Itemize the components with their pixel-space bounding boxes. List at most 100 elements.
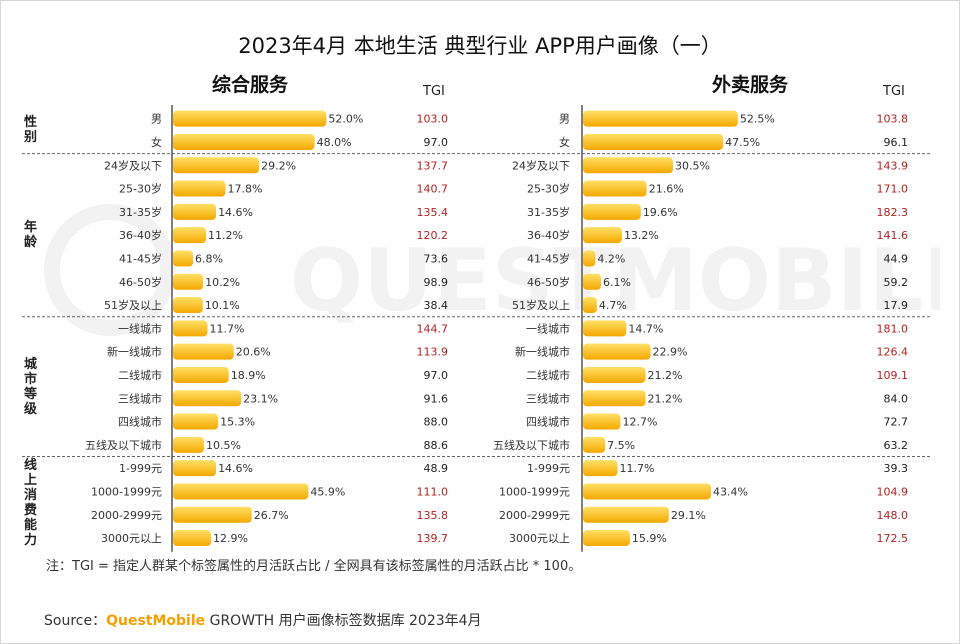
tgi-value: 143.9 — [877, 159, 909, 172]
bar-value-label: 20.6% — [236, 346, 271, 359]
bar — [583, 343, 651, 360]
tgi-header-left: TGI — [423, 84, 445, 99]
bar-value-label: 52.0% — [328, 113, 363, 126]
bar — [583, 436, 606, 453]
tgi-value: 172.5 — [877, 532, 909, 545]
category-label: 51岁及以上 — [104, 298, 162, 312]
bar-value-label: 47.5% — [725, 136, 760, 149]
category-label: 男 — [559, 113, 570, 126]
category-label: 25-30岁 — [527, 182, 570, 196]
bar — [173, 250, 194, 267]
category-label: 1-999元 — [527, 462, 570, 475]
tgi-value: 140.7 — [417, 183, 449, 196]
category-label: 女 — [559, 135, 570, 149]
tgi-value: 97.0 — [424, 136, 449, 149]
tgi-value: 182.3 — [877, 206, 909, 219]
category-label: 五线及以下城市 — [493, 438, 570, 452]
bar — [583, 273, 601, 290]
bar — [583, 250, 596, 267]
tgi-value: 72.7 — [884, 416, 909, 429]
tgi-value: 120.2 — [417, 229, 449, 242]
bar — [583, 483, 712, 500]
bar-value-label: 48.0% — [317, 136, 352, 149]
bar — [583, 366, 646, 383]
bar-chart: 男 52.0% 103.0 女 48.0% 97.0 24岁及以下 29.2% 137.7 25-… — [22, 105, 930, 552]
category-label: 1-999元 — [119, 462, 162, 475]
source-line: Source：QuestMobile GROWTH 用户画像标签数据库 2023… — [44, 610, 482, 630]
category-label: 男 — [151, 113, 162, 126]
group-label: 线上消费能力 — [24, 458, 38, 549]
bar — [583, 320, 627, 337]
bar-value-label: 21.6% — [649, 183, 684, 196]
tgi-value: 113.9 — [417, 346, 449, 359]
bar-value-label: 26.7% — [254, 509, 289, 522]
category-label: 3000元以上 — [509, 532, 570, 545]
tgi-value: 38.4 — [424, 299, 449, 312]
tgi-value: 44.9 — [884, 252, 909, 265]
bar-value-label: 29.2% — [261, 159, 296, 172]
category-label: 41-45岁 — [527, 251, 570, 265]
bar-value-label: 10.1% — [205, 299, 240, 312]
bar-value-label: 14.7% — [628, 322, 663, 335]
category-label: 一线城市 — [526, 321, 570, 335]
bar-value-label: 6.1% — [603, 276, 631, 289]
category-label: 25-30岁 — [119, 182, 162, 196]
bar — [173, 110, 327, 127]
bar — [173, 530, 212, 547]
category-label: 31-35岁 — [527, 205, 570, 219]
category-label: 2000-2999元 — [91, 509, 162, 522]
bar-value-label: 15.3% — [220, 416, 255, 429]
category-label: 46-50岁 — [119, 275, 162, 289]
tgi-value: 103.0 — [417, 113, 449, 126]
tgi-value: 63.2 — [884, 439, 909, 452]
tgi-header-right: TGI — [883, 84, 905, 99]
bar — [173, 343, 234, 360]
bar-value-label: 6.8% — [195, 252, 223, 265]
bar — [173, 460, 217, 477]
category-label: 二线城市 — [118, 368, 162, 382]
bar — [583, 133, 724, 150]
category-label: 1000-1999元 — [499, 485, 570, 498]
bar — [583, 413, 621, 430]
category-label: 2000-2999元 — [499, 509, 570, 522]
category-label: 1000-1999元 — [91, 485, 162, 498]
bar-value-label: 17.8% — [228, 183, 263, 196]
bar — [583, 506, 669, 523]
bar — [173, 297, 203, 314]
tgi-value: 135.8 — [417, 509, 449, 522]
bar-value-label: 22.9% — [653, 346, 688, 359]
bar-value-label: 10.2% — [205, 276, 240, 289]
bar-value-label: 7.5% — [607, 439, 635, 452]
bar — [583, 110, 738, 127]
category-label: 46-50岁 — [527, 275, 570, 289]
category-label: 新一线城市 — [515, 345, 570, 359]
source-brand: QuestMobile — [106, 613, 206, 629]
tgi-value: 88.6 — [424, 439, 449, 452]
bar-value-label: 11.2% — [208, 229, 243, 242]
footnote: 注：TGI = 指定人群某个标签属性的月活跃占比 / 全网具有该标签属性的月活跃… — [46, 559, 582, 574]
tgi-value: 139.7 — [417, 532, 449, 545]
bar — [173, 366, 229, 383]
category-label: 三线城市 — [526, 391, 570, 405]
bar-value-label: 14.6% — [218, 462, 253, 475]
group-label: 城市等级 — [24, 356, 38, 417]
tgi-value: 126.4 — [877, 346, 909, 359]
tgi-value: 171.0 — [877, 183, 909, 196]
bar-value-label: 52.5% — [740, 113, 775, 126]
tgi-value: 98.9 — [424, 276, 449, 289]
tgi-value: 104.9 — [877, 485, 909, 498]
bar-value-label: 18.9% — [231, 369, 266, 382]
bar-value-label: 10.5% — [206, 439, 241, 452]
tgi-value: 91.6 — [424, 392, 449, 405]
category-label: 31-35岁 — [119, 205, 162, 219]
tgi-value: 39.3 — [884, 462, 909, 475]
category-label: 四线城市 — [526, 415, 570, 429]
category-label: 五线及以下城市 — [85, 438, 162, 452]
category-label: 四线城市 — [118, 415, 162, 429]
category-label: 新一线城市 — [107, 345, 162, 359]
tgi-value: 109.1 — [877, 369, 909, 382]
bar-value-label: 11.7% — [620, 462, 655, 475]
bar — [173, 390, 242, 407]
tgi-value: 97.0 — [424, 369, 449, 382]
bar — [583, 157, 673, 174]
